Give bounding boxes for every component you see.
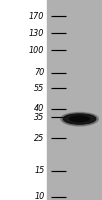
Text: 100: 100 <box>29 46 44 55</box>
Text: 15: 15 <box>34 166 44 175</box>
Ellipse shape <box>70 116 89 122</box>
Text: 170: 170 <box>29 12 44 21</box>
Text: 35: 35 <box>34 113 44 122</box>
Text: 10: 10 <box>34 192 44 200</box>
Text: 40: 40 <box>34 104 44 113</box>
Text: 25: 25 <box>34 134 44 143</box>
Text: 55: 55 <box>34 84 44 93</box>
Text: 130: 130 <box>29 29 44 38</box>
Ellipse shape <box>61 112 98 126</box>
Text: 70: 70 <box>34 68 44 77</box>
Ellipse shape <box>63 114 96 124</box>
Bar <box>47 0 102 200</box>
